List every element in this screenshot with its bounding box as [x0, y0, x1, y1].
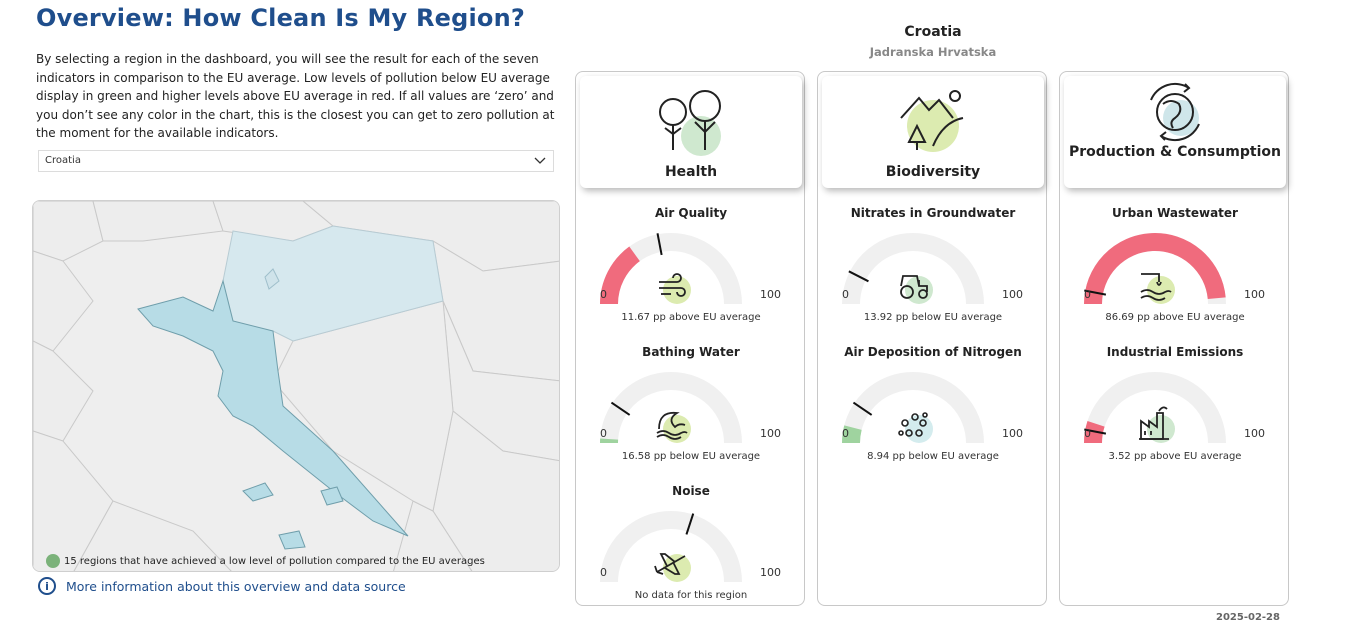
gauge-nitrates: Nitrates in Groundwater 0 100 13.92 pp b… [818, 206, 1048, 342]
gauge-result: 16.58 pp below EU average [621, 451, 761, 462]
factory-icon [1139, 406, 1175, 443]
gauge-noise: Noise 0 100 No data for this region [576, 484, 806, 620]
wastewater-icon [1140, 273, 1175, 304]
gauge-track [600, 372, 742, 444]
gauge-track [842, 233, 984, 305]
gauge-result: 8.94 pp below EU average [867, 451, 999, 462]
gauge-urban-wastewater: Urban Wastewater 0 100 86.69 pp above EU… [1060, 206, 1290, 342]
eu-average-marker [852, 401, 873, 416]
wind-icon [659, 273, 691, 304]
info-link-text[interactable]: More information about this overview and… [66, 578, 406, 594]
page-title: Overview: How Clean Is My Region? [36, 4, 526, 32]
eu-average-marker [610, 401, 631, 416]
gauge-max: 100 [760, 566, 781, 579]
gauge-title: Bathing Water [642, 345, 740, 359]
gauge-fill [1084, 421, 1105, 444]
category-card-biodiversity: Biodiversity [822, 76, 1044, 188]
legend-text: 15 regions that have achieved a low leve… [64, 555, 485, 567]
gauge-track [1084, 372, 1226, 444]
gauge-max: 100 [1002, 427, 1023, 440]
gauge-fill [842, 425, 862, 444]
gauge-result: 11.67 pp above EU average [621, 312, 761, 323]
gauge-result: 13.92 pp below EU average [863, 312, 1003, 323]
gauge-result: 3.52 pp above EU average [1108, 451, 1242, 462]
info-icon[interactable]: i [38, 577, 56, 595]
subregion-name: Jadranska Hrvatska [869, 45, 997, 59]
airplane-icon [654, 553, 691, 582]
gauge-min: 0 [842, 427, 849, 440]
chevron-down-icon[interactable] [533, 154, 547, 176]
gauge-title: Nitrates in Groundwater [850, 206, 1016, 220]
gauge-bathing-water: Bathing Water 0 100 16.58 pp below EU av… [576, 345, 806, 481]
gauge-air-deposition: Air Deposition of Nitrogen 0 100 8.94 pp… [818, 345, 1048, 481]
gauge-track [842, 372, 984, 444]
category-column-biodiversity: Biodiversity Nitrates in Groundwater 0 1… [817, 71, 1047, 606]
intro-text: By selecting a region in the dashboard, … [36, 52, 555, 140]
category-card-production: Production & Consumption [1064, 76, 1286, 188]
category-card-health: Health [580, 76, 802, 188]
gauge-max: 100 [1002, 288, 1023, 301]
gauge-title: Air Deposition of Nitrogen [844, 345, 1022, 359]
category-label: Health [664, 164, 718, 180]
eu-average-marker [848, 270, 869, 283]
biodiversity-landscape-icon [900, 90, 964, 152]
dropdown-selected-value: Croatia [45, 155, 81, 166]
eu-average-marker [1084, 428, 1107, 435]
gauge-title: Industrial Emissions [1106, 345, 1244, 359]
particles-icon [898, 412, 933, 443]
category-column-health: Health Air Quality 0 100 11.67 pp above … [575, 71, 805, 606]
eu-average-marker [656, 233, 663, 256]
gauge-min: 0 [1084, 427, 1091, 440]
gauge-result: 86.69 pp above EU average [1105, 312, 1245, 323]
gauge-title: Noise [672, 484, 710, 498]
gauge-track [600, 511, 742, 583]
category-label: Production & Consumption [1069, 144, 1281, 160]
legend-dot-icon [46, 554, 60, 568]
gauge-max: 100 [760, 427, 781, 440]
report-date: 2025-02-28 [1216, 612, 1280, 623]
eu-average-marker [685, 513, 695, 535]
gauge-min: 0 [600, 566, 607, 579]
gauge-min: 0 [600, 427, 607, 440]
map-legend: 15 regions that have achieved a low leve… [46, 554, 485, 568]
gauge-max: 100 [760, 288, 781, 301]
category-label: Biodiversity [885, 164, 981, 180]
category-column-production: Production & Consumption Urban Wastewate… [1059, 71, 1289, 606]
gauge-title: Air Quality [654, 206, 728, 220]
region-dropdown[interactable]: Croatia [38, 150, 554, 172]
info-link[interactable]: i More information about this overview a… [38, 577, 406, 595]
region-name: Croatia [904, 24, 962, 40]
eu-average-marker [1084, 289, 1107, 296]
gauge-fill [1084, 233, 1226, 305]
gauge-title: Urban Wastewater [1112, 206, 1238, 220]
tractor-icon [900, 275, 933, 304]
wave-icon [656, 411, 691, 443]
gauge-min: 0 [1084, 288, 1091, 301]
gauge-max: 100 [1244, 288, 1265, 301]
region-map[interactable] [32, 200, 560, 572]
gauge-min: 0 [842, 288, 849, 301]
gauge-industrial-emissions: Industrial Emissions 0 100 3.52 pp above… [1060, 345, 1290, 481]
gauge-max: 100 [1244, 427, 1265, 440]
globe-recycle-icon [1150, 82, 1200, 142]
health-trees-icon [659, 90, 721, 156]
gauge-fill [600, 246, 641, 305]
gauge-min: 0 [600, 288, 607, 301]
gauge-result: No data for this region [634, 590, 748, 601]
gauge-air-quality: Air Quality 0 100 11.67 pp above EU aver… [576, 206, 806, 342]
